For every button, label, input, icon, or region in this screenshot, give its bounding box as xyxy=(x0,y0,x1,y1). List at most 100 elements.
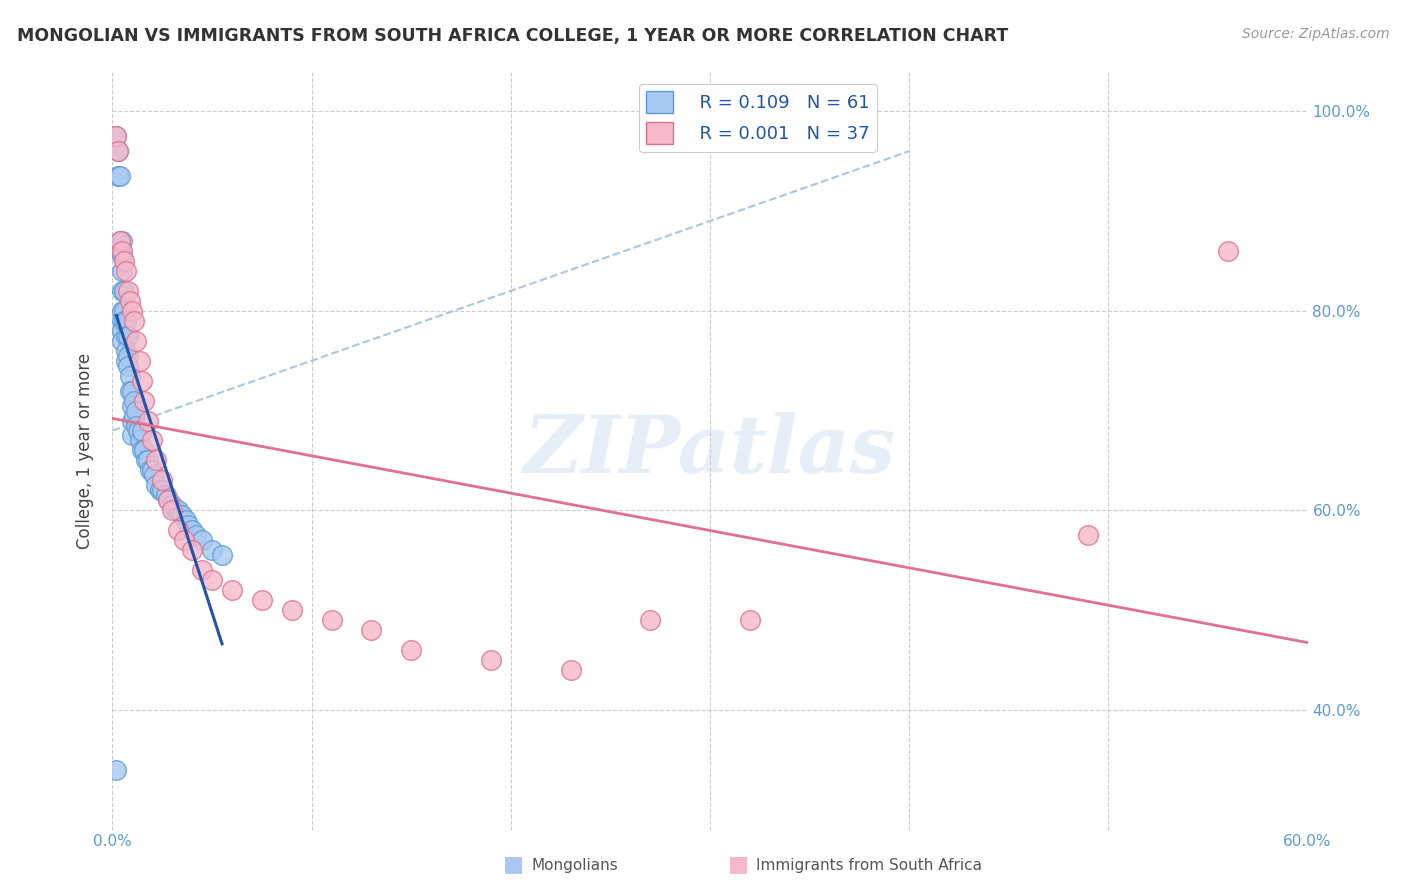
Point xyxy=(1077,528,1099,542)
Text: Source: ZipAtlas.com: Source: ZipAtlas.com xyxy=(1241,27,1389,41)
Point xyxy=(173,533,195,548)
Point xyxy=(738,613,761,627)
Point xyxy=(479,653,502,667)
Point xyxy=(1216,244,1239,258)
Point xyxy=(141,434,163,448)
Point xyxy=(138,413,160,427)
Text: ZIPatlas: ZIPatlas xyxy=(524,412,896,489)
Point xyxy=(105,129,128,144)
Point xyxy=(360,623,382,637)
Point xyxy=(155,488,177,502)
Point xyxy=(129,434,152,448)
Text: Immigrants from South Africa: Immigrants from South Africa xyxy=(756,858,983,872)
Point xyxy=(640,613,662,627)
Point xyxy=(174,513,197,527)
Point xyxy=(121,428,143,442)
Point xyxy=(131,424,153,438)
Point xyxy=(115,343,138,358)
Point xyxy=(191,533,214,548)
Point xyxy=(134,393,156,408)
Point xyxy=(157,493,180,508)
Point xyxy=(135,453,157,467)
Point xyxy=(145,453,167,467)
Point xyxy=(117,328,139,343)
Text: ■: ■ xyxy=(503,854,523,873)
Point xyxy=(115,314,138,328)
Point xyxy=(165,503,187,517)
Point xyxy=(111,284,134,298)
Point xyxy=(115,328,138,343)
Point xyxy=(150,483,173,498)
Point xyxy=(167,503,190,517)
Point xyxy=(201,573,224,587)
Point xyxy=(111,303,134,318)
Point xyxy=(139,463,162,477)
Y-axis label: College, 1 year or more: College, 1 year or more xyxy=(76,352,94,549)
Legend:   R = 0.109   N = 61,   R = 0.001   N = 37: R = 0.109 N = 61, R = 0.001 N = 37 xyxy=(640,84,876,152)
Point xyxy=(110,234,132,248)
Point xyxy=(211,548,233,562)
Point xyxy=(281,603,304,617)
Point xyxy=(125,334,148,348)
Point xyxy=(172,508,194,523)
Point xyxy=(107,144,129,158)
Text: ■: ■ xyxy=(728,854,748,873)
Point xyxy=(129,353,152,368)
Point xyxy=(115,264,138,278)
Text: MONGOLIAN VS IMMIGRANTS FROM SOUTH AFRICA COLLEGE, 1 YEAR OR MORE CORRELATION CH: MONGOLIAN VS IMMIGRANTS FROM SOUTH AFRIC… xyxy=(17,27,1008,45)
Point xyxy=(250,593,273,607)
Point xyxy=(125,403,148,417)
Point xyxy=(120,293,142,308)
Point xyxy=(201,543,224,558)
Text: Mongolians: Mongolians xyxy=(531,858,619,872)
Point xyxy=(401,643,423,657)
Point xyxy=(162,499,183,513)
Point xyxy=(221,583,243,598)
Point xyxy=(181,523,204,537)
Point xyxy=(121,303,143,318)
Point xyxy=(162,503,183,517)
Point xyxy=(121,399,143,413)
Point xyxy=(111,314,134,328)
Point xyxy=(114,284,135,298)
Point xyxy=(111,264,134,278)
Point xyxy=(167,523,190,537)
Point xyxy=(191,563,214,577)
Point xyxy=(107,144,129,158)
Point xyxy=(115,353,138,368)
Point xyxy=(124,393,146,408)
Point xyxy=(111,234,134,248)
Point xyxy=(110,234,132,248)
Point xyxy=(131,443,153,458)
Point xyxy=(105,763,128,777)
Point xyxy=(107,169,129,183)
Point xyxy=(121,413,143,427)
Point xyxy=(117,359,139,373)
Point xyxy=(127,424,149,438)
Point xyxy=(149,483,172,498)
Point xyxy=(114,254,135,268)
Point xyxy=(110,169,132,183)
Point xyxy=(124,314,146,328)
Point xyxy=(134,443,156,458)
Point xyxy=(181,543,204,558)
Point xyxy=(114,303,135,318)
Point xyxy=(321,613,343,627)
Point xyxy=(120,384,142,398)
Point xyxy=(150,474,173,488)
Point xyxy=(131,374,153,388)
Point xyxy=(141,463,163,477)
Point xyxy=(111,324,134,338)
Point xyxy=(114,314,135,328)
Point xyxy=(110,244,132,258)
Point xyxy=(125,418,148,433)
Point xyxy=(111,244,134,258)
Point xyxy=(117,284,139,298)
Point xyxy=(145,478,167,492)
Point xyxy=(560,663,582,677)
Point xyxy=(111,249,134,263)
Point xyxy=(105,129,128,144)
Point xyxy=(177,518,200,533)
Point xyxy=(120,368,142,383)
Point xyxy=(117,349,139,363)
